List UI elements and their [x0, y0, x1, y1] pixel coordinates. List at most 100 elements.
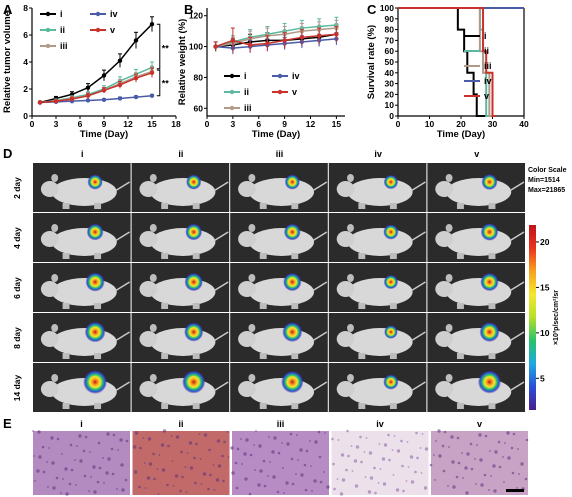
histology-nucleus: [198, 433, 201, 435]
bioluminescence-signal: [87, 174, 103, 190]
panel-a-data-point: [117, 96, 123, 101]
mouse-ear: [149, 174, 157, 182]
panel-b-xtick-label: 6: [256, 119, 261, 129]
histology-nucleus: [461, 452, 463, 454]
mouse-leg: [389, 253, 397, 259]
histology-nucleus: [406, 441, 409, 443]
histology-nucleus: [424, 447, 429, 451]
histology-nucleus: [415, 431, 418, 435]
histology-nucleus: [359, 435, 362, 439]
histology-nucleus: [262, 459, 266, 463]
histology-nucleus: [381, 457, 386, 461]
bioluminescence-signal: [480, 223, 499, 241]
mouse-ear: [248, 324, 256, 332]
mouse-tail: [312, 231, 328, 242]
histology-nucleus: [188, 441, 193, 445]
panel-b-xtick-label: 15: [332, 119, 342, 129]
histology-nucleus: [309, 440, 311, 442]
histology-nucleus: [516, 487, 518, 489]
histology-nucleus: [391, 449, 394, 451]
panel-b-data-point: [213, 44, 218, 49]
mouse-tail: [411, 231, 426, 242]
imaging-cell: [230, 213, 328, 262]
panel-c-series-iii: [398, 7, 493, 117]
mouse-tail: [411, 281, 426, 292]
histology-nucleus: [174, 474, 179, 478]
mouse-ear: [51, 324, 59, 332]
bioluminescence-signal: [184, 322, 204, 342]
histology-nucleus: [504, 442, 506, 444]
mouse-head: [40, 181, 59, 197]
panel-a-legend-label-v: v: [110, 25, 115, 35]
histology-nucleus: [401, 464, 404, 468]
histology-nucleus: [121, 488, 125, 492]
bioluminescence-signal: [282, 322, 303, 342]
imaging-cell: [230, 363, 328, 412]
panel-d-row-label: 6 day: [12, 277, 22, 299]
histology-nucleus: [520, 462, 524, 466]
imaging-cell: [33, 313, 131, 362]
histology-nucleus: [65, 492, 69, 496]
panel-a-data-point: [101, 88, 107, 93]
mouse-body: [446, 228, 512, 256]
mouse-body: [51, 328, 117, 356]
panel-c-xtick-label: 30: [488, 119, 498, 129]
histology-nucleus: [512, 432, 516, 436]
histology-nucleus: [448, 446, 450, 448]
panel-b-ylabel: Relative weight (%): [177, 19, 188, 106]
histology-nucleus: [148, 462, 153, 466]
panel-c-ytick-label: 60: [385, 46, 395, 56]
mouse-leg: [389, 203, 397, 209]
panel-b-legend-marker-ii: [229, 89, 235, 95]
histology-nucleus: [414, 470, 417, 474]
histology-nucleus: [291, 482, 295, 486]
mouse-ear: [445, 274, 453, 282]
panel-e-column-label: ii: [178, 419, 183, 429]
mouse-head: [336, 381, 355, 397]
panel-a-series-v: [37, 67, 155, 105]
histology-nucleus: [74, 459, 76, 461]
colorbar-tick-label: 20: [540, 237, 550, 247]
scale-bar: [506, 489, 524, 492]
histology-nucleus: [400, 439, 403, 443]
histology-nucleus: [455, 475, 459, 479]
histology-nucleus: [268, 436, 270, 438]
mouse-leg: [358, 303, 366, 309]
histology-nucleus: [484, 434, 488, 438]
mouse-head: [139, 281, 158, 297]
histology-nucleus: [194, 481, 197, 485]
mouse-ear: [248, 274, 256, 282]
histology-nucleus: [36, 469, 40, 473]
histology-nucleus: [324, 432, 326, 434]
histology-nucleus: [267, 475, 269, 477]
mouse-ear: [248, 174, 256, 182]
histology-nucleus: [46, 461, 48, 463]
histology-nucleus: [336, 478, 339, 480]
panel-a-data-point: [117, 58, 123, 63]
histology-nucleus: [313, 479, 317, 483]
histology-nucleus: [518, 473, 520, 475]
mouse-leg: [192, 203, 200, 209]
mouse-body: [150, 178, 216, 206]
histology-nucleus: [76, 445, 78, 447]
histology-nucleus: [263, 484, 267, 488]
histology-nucleus: [243, 452, 247, 456]
histology-nucleus: [395, 488, 400, 492]
mouse-leg: [62, 253, 70, 259]
mouse-head: [139, 381, 158, 397]
histology-nucleus: [82, 449, 86, 453]
histology-nucleus: [208, 448, 211, 452]
mouse-body: [150, 228, 216, 256]
bioluminescence-signal: [283, 223, 301, 241]
histology-nucleus: [442, 469, 446, 473]
mouse-ear: [51, 274, 59, 282]
mouse-leg: [94, 303, 102, 309]
histology-nucleus: [195, 442, 198, 446]
histology-nucleus: [69, 443, 73, 447]
bioluminescence-signal: [283, 272, 302, 292]
histology-nucleus: [360, 460, 363, 464]
histology-nucleus: [373, 466, 376, 470]
mouse-body: [150, 328, 216, 356]
